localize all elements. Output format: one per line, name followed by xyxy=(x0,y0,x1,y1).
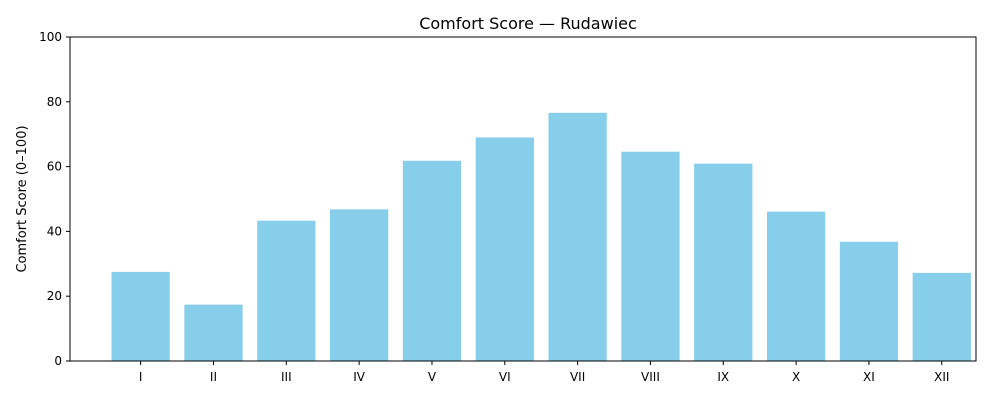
bar-XII xyxy=(912,272,971,361)
x-tick-label: I xyxy=(139,370,143,384)
x-tick-label: VI xyxy=(499,370,511,384)
bar-VI xyxy=(475,137,534,361)
y-tick-label: 0 xyxy=(54,354,62,368)
y-tick-label: 20 xyxy=(47,289,62,303)
x-tick-label: IV xyxy=(353,370,366,384)
y-tick-label: 60 xyxy=(47,160,62,174)
chart-title: Comfort Score — Rudawiec xyxy=(419,14,637,33)
x-tick-label: V xyxy=(428,370,437,384)
x-tick-label: XII xyxy=(934,370,949,384)
x-tick-label: X xyxy=(792,370,800,384)
plot-frame xyxy=(69,36,977,362)
y-axis-label: Comfort Score (0–100) xyxy=(15,125,30,272)
x-tick-label: III xyxy=(281,370,292,384)
y-tick-label: 100 xyxy=(39,30,62,44)
bar-IV xyxy=(330,209,389,361)
bar-III xyxy=(257,220,316,361)
x-tick-label: VII xyxy=(570,370,585,384)
x-tick-label: IX xyxy=(717,370,729,384)
bar-V xyxy=(402,160,462,361)
y-tick-label: 80 xyxy=(47,95,62,109)
bar-VII xyxy=(548,112,607,361)
bar-II xyxy=(184,304,243,361)
y-tick-label: 40 xyxy=(47,224,62,238)
bar-IX xyxy=(694,163,753,361)
x-tick-label: XI xyxy=(863,370,875,384)
bar-VIII xyxy=(621,151,680,361)
bar-I xyxy=(111,271,170,361)
x-tick-label: II xyxy=(210,370,217,384)
bar-XI xyxy=(839,241,899,361)
bar-X xyxy=(766,211,826,361)
x-tick-label: VIII xyxy=(641,370,660,384)
